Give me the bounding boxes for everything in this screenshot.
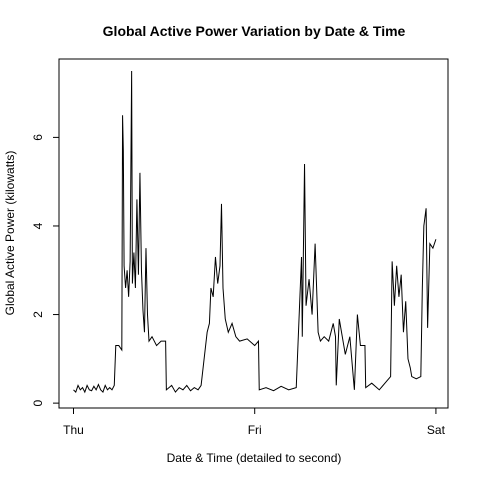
y-tick-label: 2	[31, 311, 45, 318]
x-axis-label: Date & Time (detailed to second)	[167, 451, 342, 465]
data-line	[73, 70, 437, 394]
y-tick-label: 0	[31, 399, 45, 406]
plot-box	[58, 58, 449, 409]
x-tick-label: Thu	[63, 423, 84, 437]
y-tick-label: 6	[31, 134, 45, 141]
y-axis-label: Global Active Power (kilowatts)	[3, 151, 17, 316]
y-tick-label: 4	[31, 222, 45, 229]
x-tick-label: Fri	[248, 423, 262, 437]
chart-title: Global Active Power Variation by Date & …	[103, 23, 406, 39]
x-tick-label: Sat	[427, 423, 446, 437]
